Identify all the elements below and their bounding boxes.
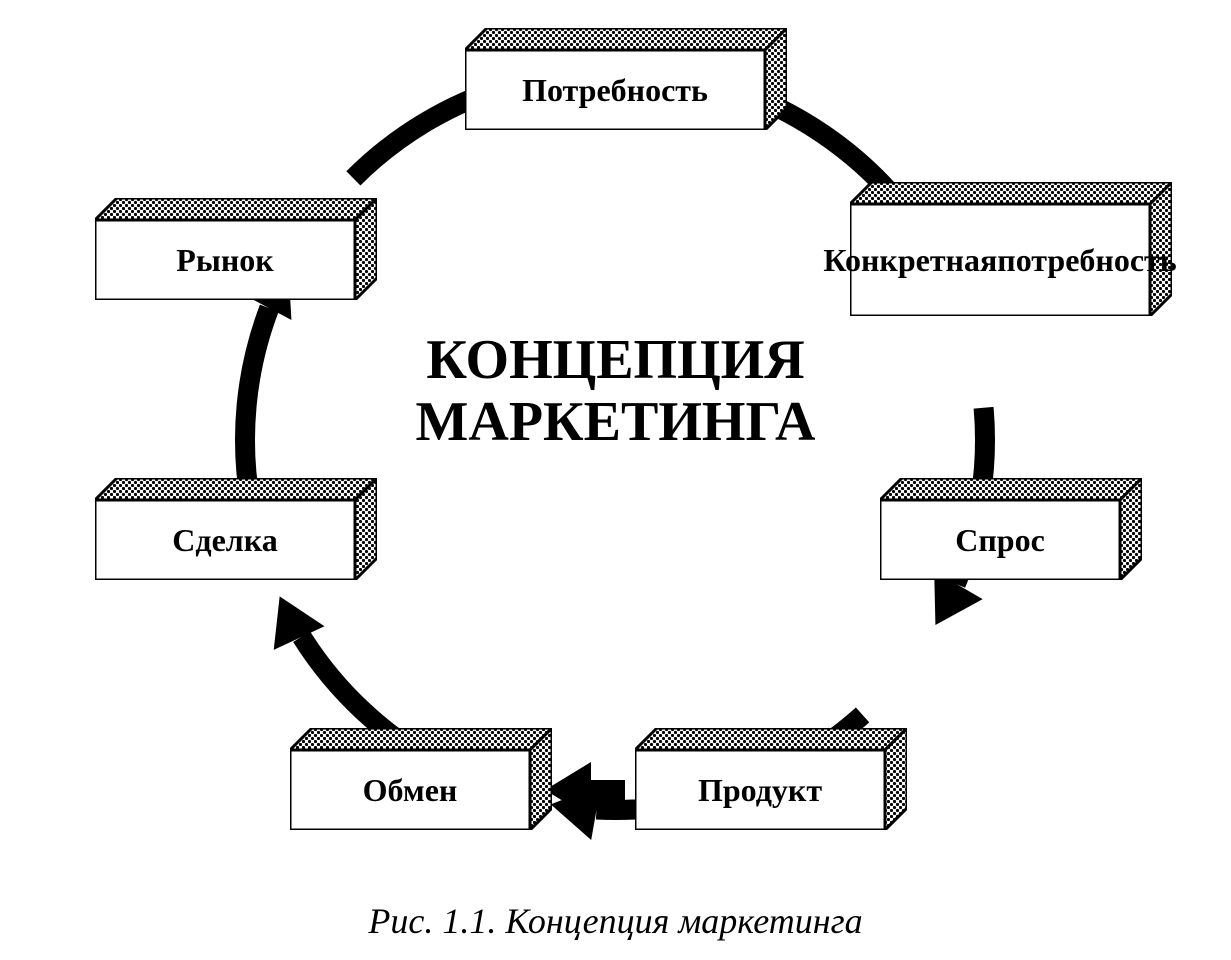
node-product: Продукт: [635, 728, 907, 830]
node-label-market: Рынок: [95, 220, 355, 300]
node-market: Рынок: [95, 198, 377, 300]
node-label-exchange: Обмен: [290, 750, 530, 830]
node-exchange: Обмен: [290, 728, 552, 830]
center-title: КОНЦЕПЦИЯ МАРКЕТИНГА: [416, 330, 816, 453]
figure-caption-text: Рис. 1.1. Концепция маркетинга: [368, 901, 862, 941]
node-label-demand: Спрос: [880, 500, 1120, 580]
node-deal: Сделка: [95, 478, 377, 580]
node-specific_need: Конкретнаяпотребность: [850, 182, 1172, 316]
node-label-product: Продукт: [635, 750, 885, 830]
diagram-stage: КОНЦЕПЦИЯ МАРКЕТИНГА Потребность Конкретн…: [0, 0, 1231, 960]
node-label-deal: Сделка: [95, 500, 355, 580]
figure-caption: Рис. 1.1. Концепция маркетинга: [368, 900, 862, 942]
node-demand: Спрос: [880, 478, 1142, 580]
node-label-specific_need: Конкретнаяпотребность: [850, 204, 1150, 316]
node-label-need: Потребность: [465, 50, 765, 130]
center-title-line2: МАРКЕТИНГА: [416, 391, 816, 453]
center-title-line1: КОНЦЕПЦИЯ: [426, 329, 804, 391]
node-need: Потребность: [465, 28, 787, 130]
